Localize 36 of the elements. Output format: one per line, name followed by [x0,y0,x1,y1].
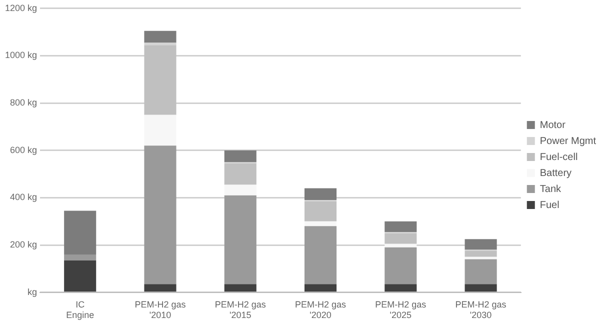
bar [144,30,176,43]
y-tick-label: 800 kg [10,98,38,108]
bar [384,244,417,248]
y-tick-label: 1000 kg [4,50,38,60]
y-tick-label: 400 kg [10,192,38,202]
x-tick-label: PEM-H2 gas '2025 [375,299,427,320]
legend-label: Battery [540,168,572,179]
x-tick-label: PEM-H2 gas '2010 [134,299,186,320]
bar [64,254,96,260]
legend-label: Fuel-cell [540,152,578,163]
bar [224,150,256,162]
legend-label: Tank [540,184,562,195]
bar [464,239,497,250]
bar [384,221,417,232]
bar [144,42,176,46]
x-tick-label: PEM-H2 gas '2015 [214,299,266,320]
legend-label: Fuel [540,200,560,211]
legend-label: Power Mgmt [540,136,596,147]
bar [304,188,337,200]
legend-label: Motor [540,120,566,131]
y-tick-label: 600 kg [10,144,38,155]
x-tick-label: IC Engine [66,299,94,320]
bar [224,284,256,292]
bar [144,284,176,292]
x-tick-label: PEM-H2 gas '2030 [455,299,507,320]
bar [64,210,96,255]
bar [384,247,417,284]
x-tick-label: PEM-H2 gas '2020 [295,299,347,320]
bar [384,233,417,244]
y-tick-label: kg [28,286,38,297]
bar [304,284,337,292]
bar [64,260,96,292]
y-tick-label: 200 kg [10,240,38,250]
y-tick-label: 1200 kg [4,2,38,13]
bar [464,284,497,292]
bar [384,284,417,292]
